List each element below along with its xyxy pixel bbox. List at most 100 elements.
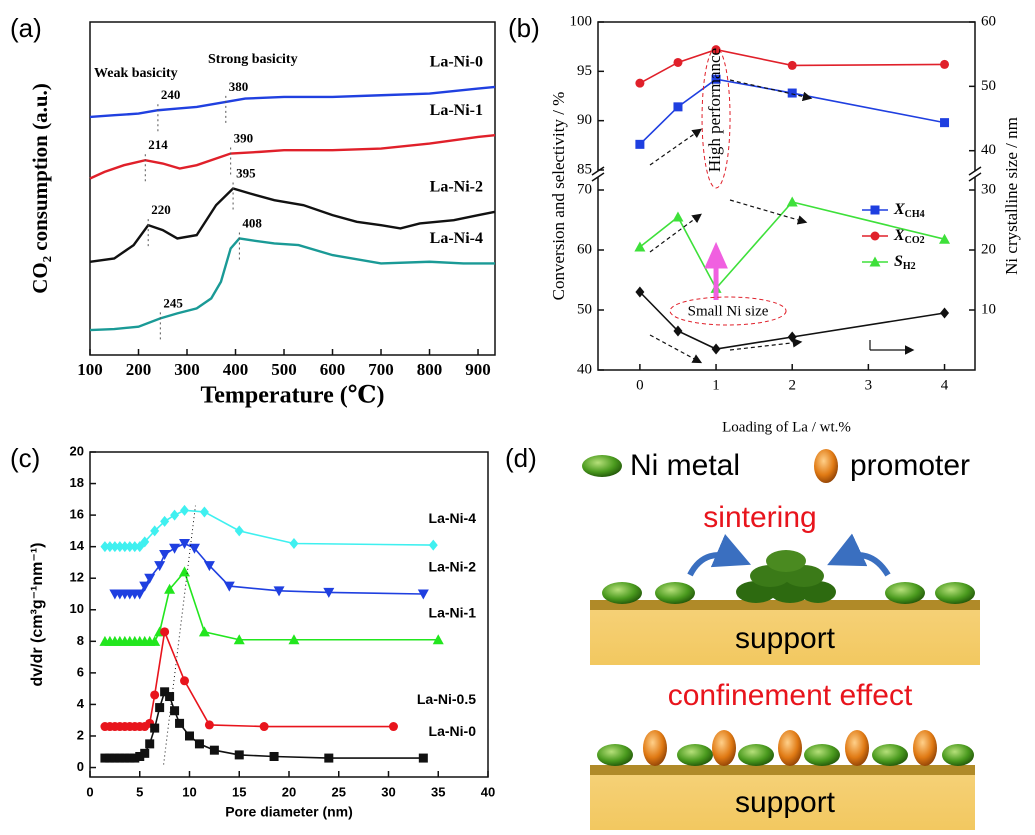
marker	[223, 581, 235, 592]
support	[590, 765, 975, 830]
x-tick-label: 300	[174, 360, 200, 379]
marker	[120, 541, 130, 553]
highlight-ellipse	[669, 296, 787, 326]
trend-arrow	[729, 338, 803, 351]
trend-arrow	[649, 213, 702, 253]
marker	[100, 753, 110, 763]
series-label: La-Ni-0.5	[417, 691, 476, 707]
marker	[145, 739, 155, 749]
marker	[125, 753, 135, 763]
x-tick-label: 2	[788, 377, 796, 393]
marker	[150, 723, 160, 733]
marker	[160, 515, 170, 527]
legend-text: promoter	[850, 449, 970, 482]
marker	[130, 753, 140, 763]
chart-panel: (c) 0 5 10 15 20 25 30 35 40 0 2 4 6 8 10 12 14 16 18 20 Pore…	[10, 443, 495, 820]
x-tick-label: 3	[865, 377, 873, 393]
x-tick-label: 25	[332, 784, 346, 799]
x-axis-label: Loading of La / wt.%	[722, 419, 851, 435]
plot-frame	[89, 21, 496, 356]
y2-tick-label: 50	[981, 78, 996, 94]
y2-tick-label: 30	[981, 181, 996, 197]
marker	[870, 205, 880, 215]
marker	[160, 627, 170, 637]
marker	[418, 753, 428, 763]
axis-break-gap	[971, 171, 979, 177]
arrow	[827, 533, 891, 577]
chart-panel: (a) 100 200 300 400 500 600 700 800 900 Temperatur…	[10, 13, 496, 409]
x-tick-label: 4	[941, 377, 949, 393]
x-tick-label: 0	[86, 784, 93, 799]
peak-label: 380	[229, 79, 249, 94]
marker	[154, 561, 166, 572]
x-tick-label: 20	[282, 784, 296, 799]
y-axis-label: Conversion and selectivity / %	[549, 92, 568, 301]
y-tick-label: 70	[577, 181, 592, 197]
marker	[635, 286, 645, 298]
series-label: La-Ni-2	[430, 178, 483, 195]
marker	[787, 60, 797, 70]
series-line	[89, 187, 496, 263]
marker	[711, 45, 721, 55]
x-tick-label: 600	[320, 360, 346, 379]
marker	[140, 748, 150, 758]
marker	[635, 139, 645, 149]
marker	[144, 573, 156, 584]
marker	[139, 581, 151, 592]
marker	[388, 722, 398, 732]
marker	[673, 102, 683, 112]
confined-particles	[597, 730, 974, 766]
marker	[188, 543, 200, 554]
panel-label: (b)	[508, 13, 540, 43]
marker	[432, 634, 444, 645]
marker	[159, 550, 171, 561]
peak-label: 408	[242, 215, 262, 230]
trend-arrow	[649, 334, 703, 364]
legend-label: XCO2	[893, 227, 925, 247]
marker	[204, 720, 214, 730]
y-tick-label: 100	[570, 13, 593, 29]
marker	[939, 233, 951, 244]
marker	[940, 118, 950, 128]
marker	[323, 587, 335, 598]
y-tick-label: 18	[70, 475, 84, 490]
legend-label: SH2	[894, 253, 916, 273]
marker	[110, 753, 120, 763]
legend-text: Ni metal	[630, 449, 740, 482]
peak-label: 395	[236, 165, 256, 180]
y-tick-label: 8	[77, 633, 84, 648]
y-tick-label: 40	[577, 361, 592, 377]
support	[590, 600, 980, 665]
series-label: La-Ni-2	[429, 559, 477, 575]
y-tick-label: 10	[70, 601, 84, 616]
marker	[105, 541, 115, 553]
y-tick-label: 90	[577, 112, 592, 128]
marker	[169, 543, 181, 554]
marker	[288, 634, 300, 645]
marker	[234, 750, 244, 760]
marker	[635, 78, 645, 88]
panel-label: (d)	[505, 443, 537, 473]
y-tick-label: 95	[577, 63, 592, 79]
confinement-label: confinement effect	[668, 679, 913, 712]
x-tick-label: 1	[712, 377, 720, 393]
x-axis-label: Temperature (℃)	[200, 383, 384, 409]
panel-label: (a)	[10, 13, 42, 43]
marker	[185, 731, 194, 741]
support-label: support	[735, 786, 836, 819]
y-tick-label: 20	[70, 443, 84, 458]
series-line	[104, 628, 394, 728]
marker	[180, 504, 190, 516]
x-tick-label: 900	[465, 360, 491, 379]
marker	[259, 722, 269, 732]
peak-label: 245	[163, 295, 183, 310]
y-tick-label: 2	[77, 727, 84, 742]
marker	[199, 506, 209, 518]
x-tick-label: 0	[636, 377, 644, 393]
y-tick-label: 0	[77, 759, 84, 774]
marker	[155, 703, 165, 713]
marker	[417, 589, 429, 600]
marker	[940, 59, 950, 69]
marker	[234, 525, 244, 537]
